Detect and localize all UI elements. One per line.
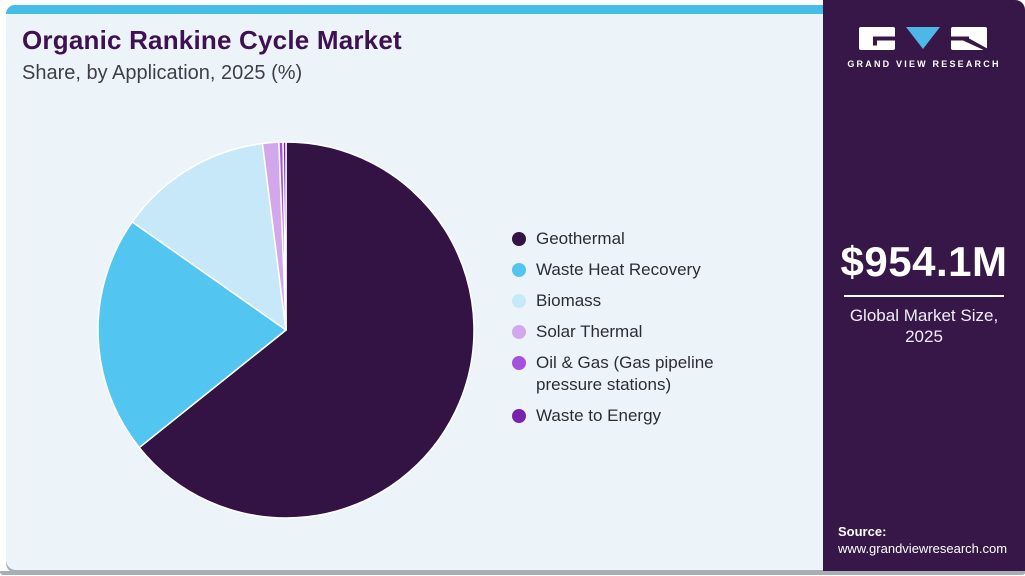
pie-slice-waste-to-energy xyxy=(282,141,287,331)
source-label: Source: xyxy=(838,524,887,539)
bottom-shadow-line xyxy=(0,571,1025,575)
market-size-label-line1: Global Market Size, xyxy=(849,306,999,325)
legend-item: Solar Thermal xyxy=(512,321,782,343)
gvr-logo-text: GRAND VIEW RESEARCH xyxy=(847,59,1001,69)
legend-label: Waste to Energy xyxy=(536,406,662,425)
market-size-label-line2: 2025 xyxy=(905,327,943,347)
market-size-value: $954.1M xyxy=(840,238,1008,285)
page-title: Organic Rankine Cycle Market xyxy=(22,25,402,55)
legend-swatch-icon xyxy=(512,356,526,370)
legend-label: Waste Heat Recovery xyxy=(536,260,701,279)
legend-label: Solar Thermal xyxy=(536,322,643,341)
legend-label: Oil & Gas (Gas pipeline pressure station… xyxy=(536,353,714,394)
legend-item: Waste Heat Recovery xyxy=(512,259,782,281)
legend-swatch-icon xyxy=(512,232,526,246)
market-size-divider xyxy=(844,295,1004,297)
pie-chart xyxy=(97,141,475,519)
legend-label: Geothermal xyxy=(536,229,625,248)
source-block: Source: www.grandviewresearch.com xyxy=(838,524,1007,556)
chart-card: Organic Rankine Cycle Market Share, by A… xyxy=(6,5,823,570)
pie-slice-biomass xyxy=(131,142,287,331)
legend-item: Oil & Gas (Gas pipeline pressure station… xyxy=(512,352,782,396)
legend-swatch-icon xyxy=(512,263,526,277)
gvr-logo: GRAND VIEW RESEARCH xyxy=(823,26,1025,69)
chart-legend: Geothermal Waste Heat Recovery Biomass Sola… xyxy=(512,228,782,436)
chart-header: Organic Rankine Cycle Market Share, by A… xyxy=(22,25,402,85)
page-subtitle: Share, by Application, 2025 (%) xyxy=(22,62,303,84)
top-accent-bar xyxy=(6,5,823,14)
legend-item: Biomass xyxy=(512,290,782,312)
legend-swatch-icon xyxy=(512,294,526,308)
legend-item: Geothermal xyxy=(512,228,782,250)
legend-item: Waste to Energy xyxy=(512,405,782,427)
source-url[interactable]: www.grandviewresearch.com xyxy=(838,541,1008,556)
pie-slice-geothermal xyxy=(138,141,475,519)
pie-slice-waste-heat-recovery xyxy=(97,221,287,449)
legend-swatch-icon xyxy=(512,409,526,423)
sidebar: GRAND VIEW RESEARCH $954.1M Global Marke… xyxy=(823,0,1025,571)
market-size-block: $954.1M Global Market Size, 2025 xyxy=(823,238,1025,348)
gvr-logo-icon xyxy=(859,27,990,52)
legend-label: Biomass xyxy=(536,291,602,310)
legend-swatch-icon xyxy=(512,325,526,339)
market-size-label: Global Market Size, 2025 xyxy=(823,305,1025,348)
